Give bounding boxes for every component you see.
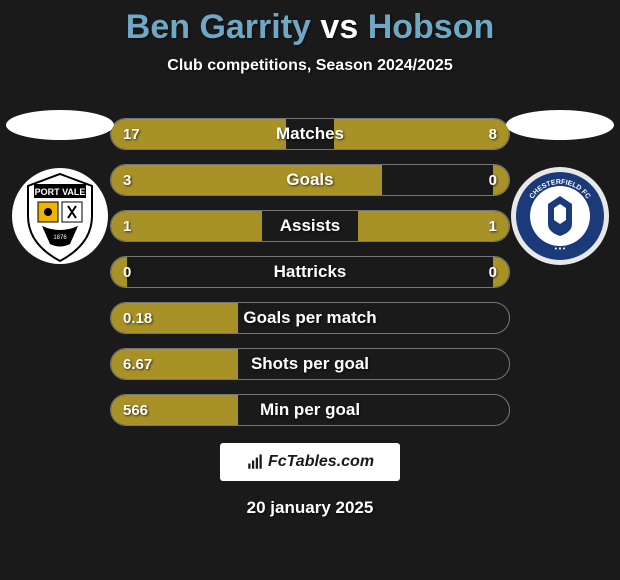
stats-container: 178Matches 30Goals 11Assists 00Hattricks 0.1… <box>110 118 510 426</box>
svg-text:PORT VALE: PORT VALE <box>35 187 86 197</box>
stat-label: Goals <box>111 170 509 190</box>
stat-label: Shots per goal <box>111 354 509 374</box>
stat-label: Assists <box>111 216 509 236</box>
player1-photo-placeholder <box>6 110 114 140</box>
svg-text:1876: 1876 <box>53 235 67 241</box>
chart-icon <box>246 453 264 471</box>
left-column: PORT VALE 1876 <box>5 110 115 266</box>
club-crest-right: CHESTERFIELD FC • • • <box>510 166 610 266</box>
stat-row: 11Assists <box>110 210 510 242</box>
stat-label: Hattricks <box>111 262 509 282</box>
stat-row: 566Min per goal <box>110 394 510 426</box>
vs-text: vs <box>320 8 358 46</box>
player2-photo-placeholder <box>506 110 614 140</box>
stat-label: Matches <box>111 124 509 144</box>
right-column: CHESTERFIELD FC • • • <box>505 110 615 266</box>
club-crest-left: PORT VALE 1876 <box>10 166 110 266</box>
stat-row: 00Hattricks <box>110 256 510 288</box>
stat-row: 6.67Shots per goal <box>110 348 510 380</box>
brand-logo: FcTables.com <box>220 443 400 481</box>
page-title: Ben Garrity vs Hobson <box>0 0 620 47</box>
player1-name: Ben Garrity <box>126 8 311 46</box>
date-text: 20 january 2025 <box>0 498 620 518</box>
svg-text:• • •: • • • <box>554 246 566 253</box>
stat-row: 0.18Goals per match <box>110 302 510 334</box>
stat-row: 178Matches <box>110 118 510 150</box>
stat-label: Goals per match <box>111 308 509 328</box>
player2-name: Hobson <box>368 8 495 46</box>
stat-row: 30Goals <box>110 164 510 196</box>
brand-text: FcTables.com <box>268 453 374 471</box>
subtitle: Club competitions, Season 2024/2025 <box>0 57 620 75</box>
stat-label: Min per goal <box>111 400 509 420</box>
